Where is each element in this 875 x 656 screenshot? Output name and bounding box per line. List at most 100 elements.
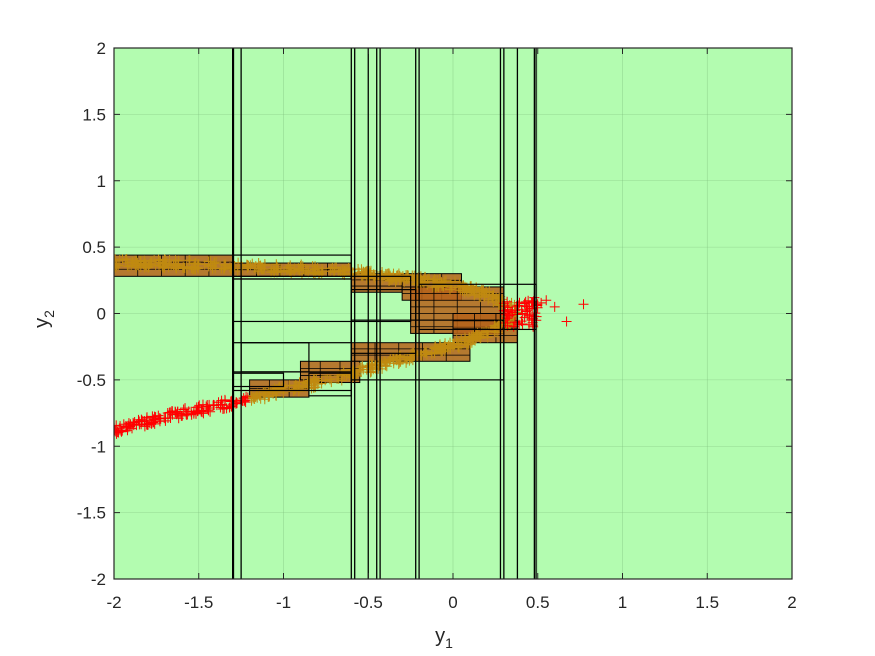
tip-point [500,317,511,328]
lower-branch-point [373,363,384,374]
upper-branch-point [436,277,447,288]
tip-point [519,312,530,323]
lower-branch-point [451,335,462,346]
lower-branch-point [240,397,251,408]
tip-point [517,319,528,330]
lower-branch-point [178,404,189,415]
lower-branch-point [248,392,259,403]
upper-branch-point [181,261,192,272]
x-tick-label: 0 [448,593,457,612]
lower-branch-point [134,416,145,427]
lower-branch-point [332,373,343,384]
lower-branch-point [453,341,464,352]
y-tick-label: 0.5 [82,238,106,257]
upper-branch-point [447,281,458,292]
lower-branch-point [388,352,399,363]
lower-branch-point [269,383,280,394]
lower-branch-point [426,348,437,359]
upper-branch-point [243,260,254,271]
lower-branch-point [176,410,187,421]
upper-branch-point [390,273,401,284]
y-tick-label: 2 [97,39,106,58]
lower-branch-point [376,358,387,369]
lower-branch-point [465,339,476,350]
upper-branch-point [474,291,485,302]
tip-point [524,303,535,314]
upper-branch-point [207,263,218,274]
lower-branch-point [356,366,367,377]
lower-branch-point [260,386,271,397]
y-axis-label-sub: 2 [41,310,57,318]
upper-branch-point [413,272,424,283]
lower-branch-point [167,409,178,420]
x-tick-label: -0.5 [354,593,383,612]
lower-branch-point [258,388,269,399]
lower-branch-point [421,349,432,360]
data-layer [114,48,589,579]
tip-point [509,317,520,328]
lower-branch-point [150,412,161,423]
lower-branch-point [128,417,139,428]
lower-branch-point [197,407,208,418]
lower-branch-point [439,346,450,357]
upper-branch-point [381,269,392,280]
lower-branch-point [181,408,192,419]
upper-branch-point [296,268,307,279]
lower-branch-point [155,413,166,424]
lower-branch-point [290,380,301,391]
lower-branch-point [455,339,466,350]
upper-branch-point [256,264,267,275]
upper-branch-point [143,261,154,272]
y-tick-label: -0.5 [77,371,106,390]
lower-branch-point [114,420,122,431]
lower-branch-point [114,427,124,438]
upper-branch-point [289,265,300,276]
lower-branch-point [404,355,415,366]
upper-branch-point [343,262,354,273]
lower-branch-point [139,421,150,432]
lower-branch-point [141,419,152,430]
x-tick-label: -2 [106,593,121,612]
x-tick-label: 0.5 [526,593,550,612]
upper-branch-point [266,265,277,276]
x-tick-label: -1.5 [184,593,213,612]
upper-branch-point [114,260,122,271]
outlier-point [541,295,552,306]
tip-point [521,301,532,312]
x-axis-label-base: y [435,625,445,647]
upper-branch-point [169,259,180,270]
upper-branch-point [114,259,122,270]
lower-branch-point [361,364,372,375]
upper-branch-point [313,269,324,280]
upper-branch-point [478,284,489,295]
lower-branch-point [219,403,230,414]
upper-branch-point [317,263,328,274]
upper-branch-point [341,264,352,275]
upper-branch-point [303,264,314,275]
y-tick-label: 1 [97,172,106,191]
y-tick-label: 0 [97,305,106,324]
y-tick-label: -1 [91,437,106,456]
lower-branch-point [197,399,208,410]
lower-branch-point [209,400,220,411]
tip-point [503,310,514,321]
lower-branch-point [326,377,337,388]
lower-branch-point [395,350,406,361]
x-axis-label-sub: 1 [445,635,453,651]
lower-branch-point [196,406,207,417]
upper-branch-point [188,262,199,273]
y-tick-label: 1.5 [82,105,106,124]
upper-branch-point [444,284,455,295]
upper-branch-point [171,259,182,270]
upper-branch-point [220,259,231,270]
upper-branch-point [295,260,306,271]
lower-branch-point [298,377,309,388]
lower-branch-point [278,387,289,398]
lower-branch-point [116,426,127,437]
upper-branch-point [253,257,264,268]
y-axis-label: y2 [31,310,57,328]
upper-branch-point [132,257,143,268]
lower-branch-point [464,331,475,342]
outlier-point [549,301,560,312]
